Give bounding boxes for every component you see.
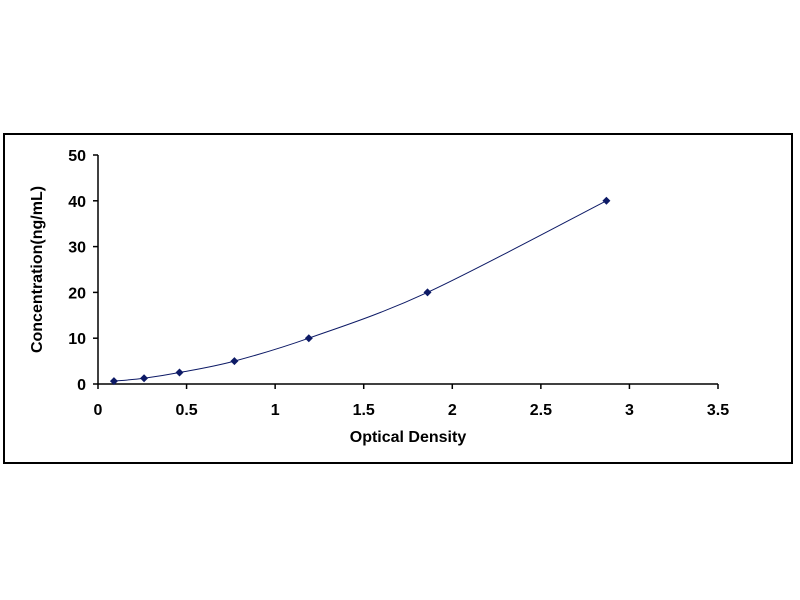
tick-labels: 0 0.5 1 1.5 2 2.5 3 3.5 0 10 20 30 40 50 [68,148,729,419]
data-markers [109,196,611,386]
x-tick-label: 2 [448,402,457,419]
data-point-marker [175,368,184,377]
x-axis-title: Optical Density [350,429,467,446]
x-tick-label: 3.5 [707,402,729,419]
fit-curve [113,200,607,382]
ticks [93,154,719,389]
y-tick-label: 30 [68,240,86,257]
y-tick-label: 20 [68,285,86,302]
y-tick-label: 10 [68,331,86,348]
data-point-marker [109,377,118,386]
y-tick-label: 50 [68,148,86,165]
axes [97,155,718,385]
x-tick-label: 2.5 [530,402,552,419]
data-point-marker [304,334,313,343]
x-tick-label: 1.5 [353,402,375,419]
data-point-marker [423,288,432,297]
x-tick-label: 0.5 [175,402,197,419]
x-tick-label: 3 [625,402,634,419]
chart-frame [3,133,793,464]
x-tick-label: 0 [94,402,103,419]
data-point-marker [602,196,611,205]
y-tick-label: 0 [77,377,86,394]
y-tick-label: 40 [68,194,86,211]
data-point-marker [230,357,239,366]
data-point-marker [140,374,149,383]
x-tick-label: 1 [271,402,280,419]
y-axis-title: Concentration(ng/mL) [29,186,46,353]
